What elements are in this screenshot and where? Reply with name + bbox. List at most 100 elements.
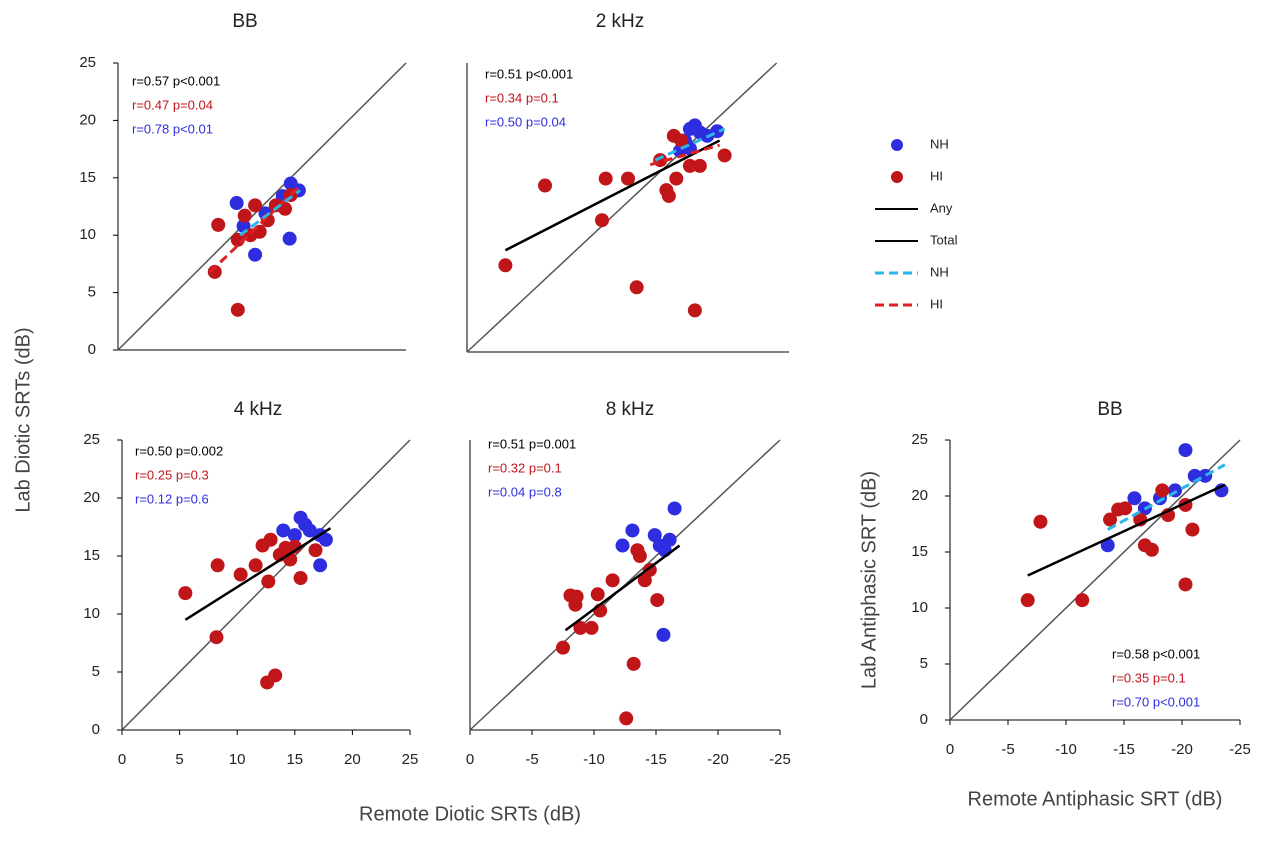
x-tick-label: -20	[1171, 741, 1193, 758]
y-tick-label: 0	[92, 721, 100, 738]
chart-title: 2 kHz	[596, 11, 645, 32]
data-point	[1100, 538, 1115, 553]
y-tick-label: 20	[83, 489, 100, 506]
data-point	[233, 567, 248, 582]
annotation: r=0.25 p=0.3	[135, 467, 209, 482]
x-tick-label: -5	[1001, 741, 1014, 758]
x-tick-label: 10	[229, 751, 246, 768]
data-point	[667, 501, 682, 516]
data-point	[237, 208, 252, 223]
x-tick-label: 0	[946, 741, 954, 758]
x-axis-label: Remote Antiphasic SRT (dB)	[968, 788, 1223, 810]
data-point	[1118, 501, 1133, 516]
x-tick-label: 15	[286, 751, 303, 768]
x-tick-label: -25	[1229, 741, 1251, 758]
legend-label: NH	[930, 264, 949, 279]
x-tick-label: -15	[1113, 741, 1135, 758]
data-point	[1155, 483, 1170, 498]
fit-line	[504, 139, 721, 252]
data-point	[573, 620, 588, 635]
data-point	[248, 558, 263, 573]
data-point	[615, 538, 630, 553]
data-point	[594, 213, 609, 228]
legend-label: Any	[930, 200, 953, 215]
data-point	[584, 620, 599, 635]
annotation: r=0.58 p<0.001	[1112, 646, 1200, 661]
data-point	[590, 587, 605, 602]
x-tick-label: -10	[1055, 741, 1077, 758]
data-point	[669, 171, 684, 186]
data-point	[605, 573, 620, 588]
identity-line	[466, 62, 778, 353]
data-point	[278, 201, 293, 216]
x-tick-label: 20	[344, 751, 361, 768]
y-tick-label: 5	[920, 655, 928, 672]
data-point	[1198, 468, 1213, 483]
fit-line	[654, 127, 726, 162]
data-point	[276, 523, 291, 538]
y-tick-label: 15	[83, 547, 100, 564]
x-tick-label: -20	[707, 751, 729, 768]
data-point	[656, 627, 671, 642]
data-point	[1075, 593, 1090, 608]
data-point	[568, 597, 583, 612]
data-point	[268, 668, 283, 683]
annotation: r=0.50 p=0.04	[485, 114, 566, 129]
y-tick-label: 25	[83, 431, 100, 448]
y-tick-label: 15	[911, 543, 928, 560]
data-point	[308, 543, 323, 558]
data-point	[717, 148, 732, 163]
data-point	[637, 573, 652, 588]
data-point	[1144, 542, 1159, 557]
x-tick-label: -15	[645, 751, 667, 768]
data-point	[1178, 443, 1193, 458]
x-tick-label: 0	[466, 751, 474, 768]
data-point	[498, 258, 513, 273]
data-point	[632, 549, 647, 563]
data-point	[210, 558, 225, 573]
y-tick-label: 5	[92, 663, 100, 680]
data-point	[230, 302, 245, 317]
identity-line	[949, 439, 1241, 721]
x-tick-label: 0	[118, 751, 126, 768]
chart-title: BB	[232, 11, 257, 32]
data-point	[229, 196, 244, 211]
data-point	[248, 198, 263, 213]
data-point	[556, 640, 570, 655]
y-tick-label: 0	[920, 711, 928, 728]
data-point	[598, 171, 613, 186]
fit-line	[239, 189, 301, 237]
fit-line	[1107, 463, 1226, 531]
data-point	[313, 558, 328, 573]
fit-line	[649, 143, 721, 167]
data-point	[1127, 491, 1142, 506]
annotation: r=0.32 p=0.1	[488, 460, 562, 475]
y-tick-label: 0	[88, 341, 96, 358]
y-tick-label: 15	[79, 169, 96, 186]
annotation: r=0.04 p=0.8	[488, 484, 562, 499]
data-point	[662, 532, 677, 547]
y-tick-label: 20	[911, 487, 928, 504]
data-point	[625, 523, 640, 538]
data-point	[650, 593, 665, 608]
annotation: r=0.12 p=0.6	[135, 491, 209, 506]
annotation: r=0.51 p=0.001	[488, 436, 576, 451]
annotation: r=0.78 p<0.01	[132, 121, 213, 136]
data-point	[287, 539, 302, 554]
data-point	[661, 188, 676, 203]
fit-line	[1027, 483, 1226, 577]
legend-label: NH	[930, 136, 949, 151]
chart-title: 4 kHz	[234, 399, 283, 420]
data-point	[619, 711, 634, 726]
data-point	[1020, 593, 1035, 608]
y-tick-label: 5	[88, 284, 96, 301]
annotation: r=0.70 p<0.001	[1112, 694, 1200, 709]
legend-label: Total	[930, 232, 958, 247]
data-point	[621, 171, 635, 186]
data-point	[687, 303, 702, 318]
data-point	[207, 264, 222, 279]
x-tick-label: -25	[769, 751, 791, 768]
data-point	[261, 574, 276, 589]
data-point	[682, 158, 697, 173]
